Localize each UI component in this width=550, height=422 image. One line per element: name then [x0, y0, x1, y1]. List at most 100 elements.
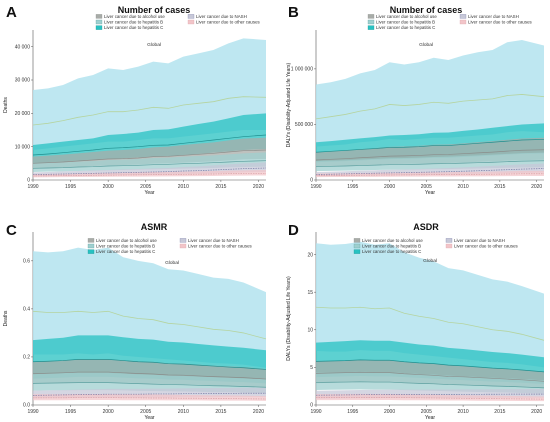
legend-entry: Liver cancer due to alcohol use [104, 14, 165, 19]
legend-entry: Liver cancer due to hepatitis C [104, 25, 163, 30]
line-liver-cancer-due-to-alcohol-use [315, 149, 545, 161]
x-axis-label: Year [144, 190, 154, 196]
legend-entry: Liver cancer due to alcohol use [96, 238, 157, 243]
panel-letter: B [288, 4, 299, 21]
legend-swatch [179, 243, 187, 249]
legend-entry: Liver cancer due to other causes [454, 244, 519, 249]
x-tick-label: 1990 [310, 409, 321, 415]
y-axis-label: DALYs (Disability-Adjusted Life Years) [286, 276, 292, 361]
x-tick-label: 2015 [494, 409, 505, 415]
x-tick-label: 1995 [65, 184, 76, 190]
x-tick-label: 2010 [178, 409, 189, 415]
x-tick-label: 1990 [27, 184, 38, 190]
legend-entry: Liver cancer due to NASH [454, 238, 505, 243]
band-liver-cancer-due-to-other-causes [316, 393, 544, 402]
total-line [32, 310, 267, 340]
y-axis-label: Deaths [3, 310, 9, 326]
line-liver-cancer-due-to-alcohol-use [32, 149, 267, 164]
line-liver-cancer-due-to-nash [315, 393, 544, 396]
x-axis-label: Year [144, 415, 154, 421]
line-liver-cancer-due-to-other-causes [32, 172, 266, 177]
line-liver-cancer-due-to-alcohol-use [315, 371, 545, 382]
legend-entry: Liver cancer due to NASH [468, 14, 519, 19]
line-liver-cancer-due-to-nash [32, 167, 267, 176]
chart-title: ASDR [413, 222, 439, 232]
line-liver-cancer-due-to-other-causes [315, 173, 544, 176]
region-label: Global [423, 258, 437, 264]
legend: Liver cancer due to alcohol use Liver can… [87, 238, 253, 254]
x-tick-label: 1990 [310, 184, 321, 190]
x-tick-label: 2020 [531, 184, 542, 190]
x-tick-label: 1995 [347, 409, 358, 415]
panel-letter: D [288, 222, 299, 239]
legend-entry: Liver cancer due to other causes [188, 244, 253, 249]
y-tick-label: 0 [27, 178, 30, 184]
legend-swatch [459, 19, 467, 25]
legend-swatch [445, 238, 453, 243]
panel-letter: C [6, 222, 17, 239]
legend-swatch [353, 243, 361, 249]
total-line [315, 306, 545, 341]
legend-entry: Liver cancer due to NASH [188, 238, 239, 243]
x-tick-label: 2020 [253, 409, 264, 415]
x-tick-label: 2000 [103, 409, 114, 415]
line-liver-cancer-due-to-hepatitis-c [32, 359, 267, 370]
legend-swatch [445, 243, 453, 249]
x-tick-label: 2005 [140, 409, 151, 415]
legend-swatch [367, 25, 375, 30]
region-label: Global [165, 260, 179, 266]
legend-swatch [87, 249, 95, 254]
x-tick-label: 1995 [347, 184, 358, 190]
line-liver-cancer-due-to-hepatitis-b [315, 160, 545, 168]
legend-entry: Liver cancer due to NASH [196, 14, 247, 19]
total-line [32, 96, 267, 126]
legend-swatch [367, 19, 375, 25]
legend-entry: Liver cancer due to hepatitis B [362, 244, 421, 249]
legend-entry: Liver cancer due to hepatitis B [376, 20, 435, 25]
legend-swatch [353, 238, 361, 243]
total-line [315, 94, 545, 120]
y-tick-label: 40 000 [15, 44, 31, 50]
x-tick-label: 2015 [215, 409, 226, 415]
panel-b: B Number of cases 0 500 000 1 000 000 1990 199… [286, 4, 545, 196]
x-tick-label: 2015 [215, 184, 226, 190]
x-tick-label: 1990 [27, 409, 38, 415]
legend-entry: Liver cancer due to hepatitis C [96, 249, 155, 254]
y-tick-label: 0.4 [23, 307, 30, 313]
total-uncertainty-band [33, 38, 266, 150]
x-axis-label: Year [425, 190, 435, 196]
panel-a: A Number of cases 0 10 000 20 000 30 000 40 00… [3, 4, 267, 196]
x-tick-label: 2010 [458, 184, 469, 190]
legend-swatch [459, 14, 467, 19]
x-tick-label: 2010 [458, 409, 469, 415]
x-tick-label: 1995 [65, 409, 76, 415]
legend-swatch [187, 19, 195, 25]
line-liver-cancer-due-to-alcohol-use [32, 371, 267, 380]
y-tick-label: 20 [307, 252, 313, 258]
panel-c: C ASMR 0.0 0.2 0.4 0.6 1990 1995 2000 2005 2010 201… [3, 222, 267, 421]
legend-entry: Liver cancer due to alcohol use [362, 238, 423, 243]
legend-swatch [187, 14, 195, 19]
x-tick-label: 2020 [253, 184, 264, 190]
y-tick-label: 20 000 [15, 111, 31, 117]
y-tick-label: 15 [307, 290, 313, 296]
legend-entry: Liver cancer due to hepatitis B [104, 20, 163, 25]
y-tick-label: 500 000 [295, 122, 313, 128]
y-tick-label: 0.0 [23, 403, 30, 409]
legend-swatch [87, 243, 95, 249]
line-liver-cancer-due-to-nash [315, 168, 545, 175]
total-uncertainty-band [316, 241, 544, 368]
legend-entry: Liver cancer due to other causes [468, 20, 533, 25]
chart-title: Number of cases [390, 5, 463, 15]
y-tick-label: 0 [310, 178, 313, 184]
line-liver-cancer-due-to-hepatitis-c [32, 134, 267, 156]
y-axis-label: Deaths [3, 97, 9, 113]
y-tick-label: 0.6 [23, 259, 30, 265]
line-liver-cancer-due-to-nash [32, 392, 266, 396]
line-liver-cancer-due-to-hepatitis-c [315, 359, 545, 373]
line-liver-cancer-due-to-other-causes [316, 396, 545, 400]
x-tick-label: 2000 [384, 184, 395, 190]
